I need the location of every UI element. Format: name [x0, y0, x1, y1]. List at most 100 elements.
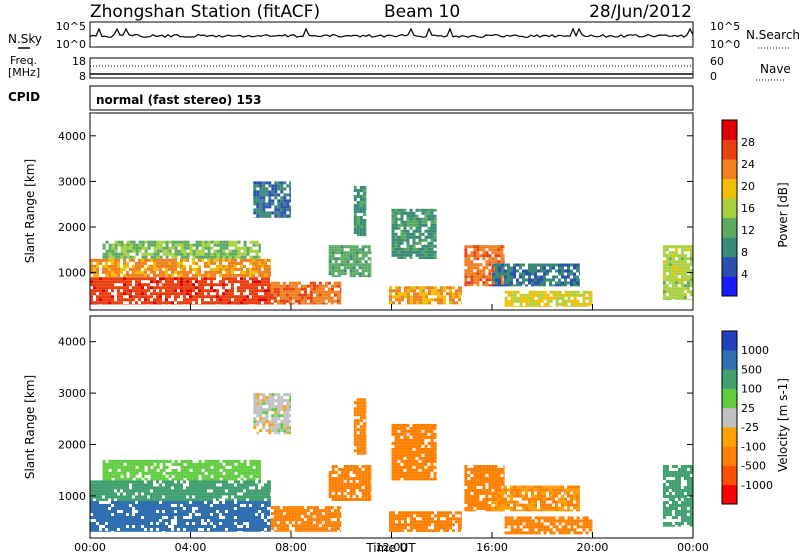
velocity-cell — [246, 531, 249, 532]
power-cell — [365, 225, 367, 228]
velocity-cell — [273, 512, 277, 516]
power-cell — [294, 299, 298, 303]
velocity-cell — [129, 513, 132, 516]
power-cell — [240, 298, 243, 302]
power-cell — [582, 299, 586, 303]
power-cell — [406, 214, 410, 218]
velocity-cell — [398, 529, 401, 532]
velocity-cell — [123, 471, 127, 475]
power-cell — [111, 252, 115, 256]
velocity-cell — [271, 423, 275, 427]
power-colorbar-tick-label: 8 — [741, 246, 748, 259]
power-cell — [549, 305, 553, 307]
velocity-cell — [261, 528, 264, 531]
power-cell — [256, 190, 260, 194]
velocity-cell — [207, 513, 210, 516]
velocity-cell — [165, 528, 168, 531]
power-cell — [183, 246, 187, 250]
power-cell — [671, 290, 675, 294]
velocity-cell — [90, 504, 93, 507]
power-cell — [288, 287, 292, 291]
velocity-cell — [255, 528, 258, 531]
power-cell — [391, 241, 395, 245]
velocity-cell — [262, 423, 266, 427]
velocity-cell — [397, 435, 401, 439]
power-cell — [415, 253, 419, 257]
cpid-panel-frame — [89, 85, 694, 111]
power-cell — [680, 278, 684, 282]
velocity-cell — [192, 498, 195, 501]
power-cell — [303, 284, 307, 288]
velocity-cell — [337, 468, 341, 471]
power-cell — [123, 283, 126, 287]
power-cell — [485, 266, 489, 270]
velocity-cell — [177, 510, 180, 513]
velocity-cell — [147, 522, 150, 525]
power-cell — [394, 211, 398, 215]
velocity-cell — [330, 530, 334, 532]
velocity-cell — [171, 489, 174, 493]
velocity-cell — [216, 462, 220, 466]
power-cell — [138, 289, 141, 293]
velocity-cell — [401, 526, 404, 530]
power-cell — [467, 266, 471, 270]
power-cell — [573, 302, 577, 306]
power-cell — [570, 305, 574, 307]
power-cell — [177, 261, 180, 265]
power-cell — [498, 275, 501, 279]
velocity-cell — [361, 474, 365, 477]
velocity-cell — [312, 506, 316, 510]
power-cell — [141, 252, 145, 256]
power-cell — [455, 292, 458, 296]
velocity-cell — [228, 510, 231, 513]
velocity-cell — [276, 506, 280, 510]
velocity-cell — [365, 425, 367, 429]
power-cell — [183, 243, 187, 247]
power-cell — [249, 261, 252, 265]
velocity-cell — [279, 521, 283, 525]
power-cell — [516, 296, 520, 300]
velocity-cell — [261, 489, 264, 493]
power-cell — [403, 208, 407, 212]
velocity-cell — [204, 498, 207, 501]
power-cell — [689, 290, 693, 294]
velocity-cell — [156, 492, 159, 496]
velocity-cell — [102, 519, 105, 522]
power-cell — [365, 207, 367, 210]
velocity-cell — [186, 504, 189, 507]
power-cell — [252, 264, 255, 268]
power-cell — [174, 283, 177, 287]
velocity-cell — [138, 504, 141, 507]
power-cell — [162, 292, 165, 296]
power-cell — [285, 284, 289, 288]
power-cell — [665, 263, 669, 267]
power-cell — [270, 267, 271, 271]
velocity-cell — [192, 462, 196, 466]
power-cell — [546, 296, 550, 300]
velocity-cell — [346, 471, 350, 474]
velocity-cell — [470, 480, 474, 483]
velocity-cell — [361, 465, 365, 468]
velocity-cell — [365, 452, 367, 455]
power-cell — [165, 240, 169, 244]
power-cell — [570, 293, 574, 297]
power-cell — [171, 246, 175, 250]
power-cell — [555, 296, 559, 300]
power-cell — [330, 290, 334, 294]
power-cell — [528, 299, 532, 303]
power-cell — [312, 299, 316, 303]
power-cell — [280, 205, 284, 209]
velocity-cell — [114, 510, 117, 513]
velocity-cell — [210, 519, 213, 522]
power-cell — [225, 295, 228, 299]
velocity-cell — [249, 468, 253, 472]
power-cell — [102, 289, 105, 293]
power-cell — [576, 305, 580, 307]
power-cell — [353, 219, 357, 222]
power-cell — [309, 290, 313, 294]
power-cell — [394, 217, 398, 221]
power-cell — [492, 272, 495, 276]
power-cell — [507, 302, 511, 306]
velocity-cell — [458, 526, 461, 530]
power-cell — [534, 269, 537, 273]
